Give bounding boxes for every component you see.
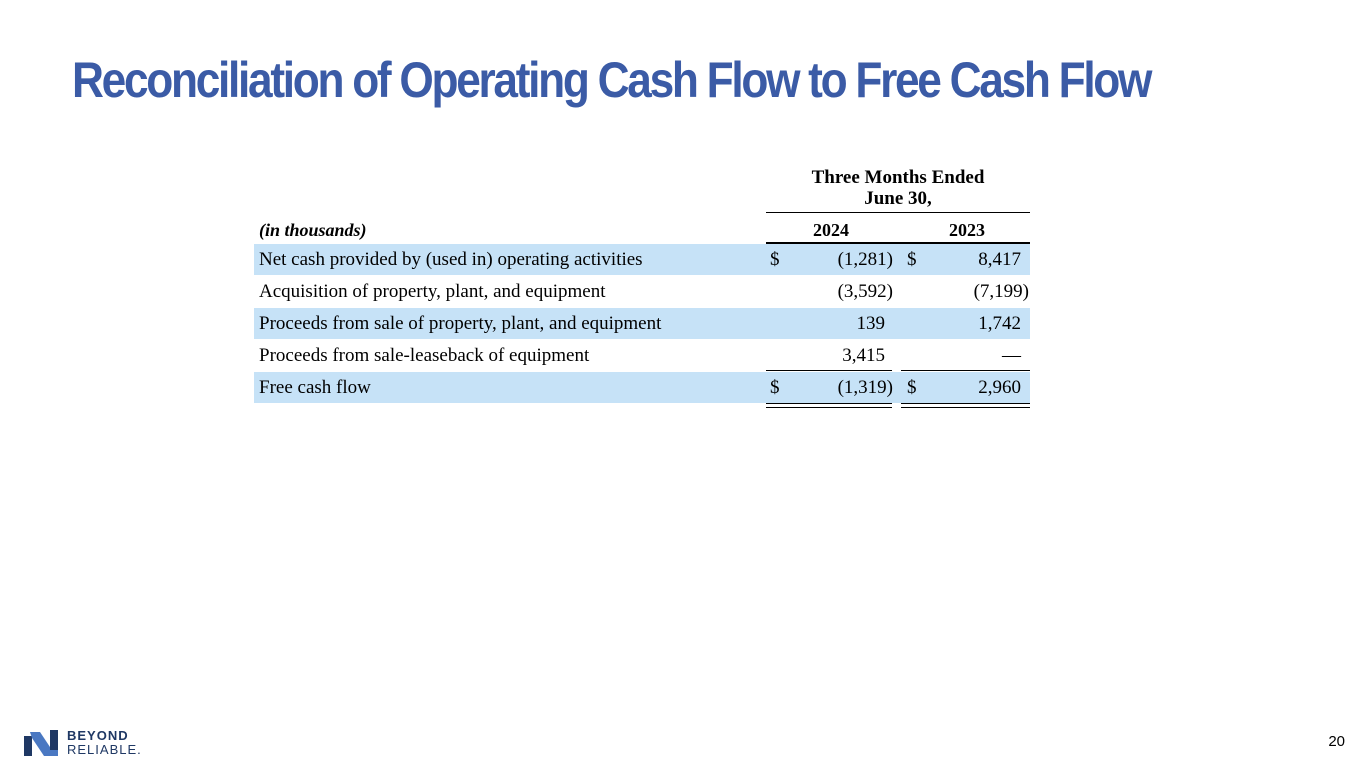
value-2023: 2,960 xyxy=(978,377,1021,398)
currency-symbol: $ xyxy=(907,377,917,398)
table-row: Acquisition of property, plant, and equi… xyxy=(254,276,1030,307)
page-title: Reconciliation of Operating Cash Flow to… xyxy=(72,52,1152,108)
period-header-line-1: Three Months Ended xyxy=(811,167,985,188)
units-label: (in thousands) xyxy=(259,220,367,240)
value-2023: (7,199) xyxy=(973,281,1029,302)
value-2023: — xyxy=(1002,345,1021,366)
year-header-2024: 2024 xyxy=(813,220,849,240)
row-label: Net cash provided by (used in) operating… xyxy=(259,249,643,270)
row-label: Acquisition of property, plant, and equi… xyxy=(259,281,606,302)
cash-flow-reconciliation-table: Three Months Ended June 30, (in thousand… xyxy=(254,165,1030,410)
table-row: Proceeds from sale-leaseback of equipmen… xyxy=(254,340,1030,371)
logo-line-1: BEYOND xyxy=(67,728,129,743)
total-double-rule-2023-bottom xyxy=(901,407,1030,408)
total-double-rule-2023-top xyxy=(901,403,1030,404)
table-row: Proceeds from sale of property, plant, a… xyxy=(254,308,1030,339)
currency-symbol: $ xyxy=(907,249,917,270)
row-label: Proceeds from sale of property, plant, a… xyxy=(259,313,662,334)
subtotal-rule-2024 xyxy=(766,370,892,371)
value-2024: (3,592) xyxy=(837,281,893,302)
total-double-rule-2024-bottom xyxy=(766,407,892,408)
year-header-2023: 2023 xyxy=(949,220,985,240)
company-logo: BEYOND RELIABLE. xyxy=(22,727,167,759)
value-2024: 139 xyxy=(856,313,886,334)
row-label: Free cash flow xyxy=(259,377,371,398)
total-double-rule-2024-top xyxy=(766,403,892,404)
table-row: Free cash flow $ (1,319) $ 2,960 xyxy=(254,372,1030,403)
logo-line-2: RELIABLE. xyxy=(67,742,142,757)
row-label: Proceeds from sale-leaseback of equipmen… xyxy=(259,345,590,366)
table-row: Net cash provided by (used in) operating… xyxy=(254,244,1030,275)
value-2023: 1,742 xyxy=(978,313,1021,334)
subtotal-rule-2023 xyxy=(901,370,1030,371)
currency-symbol: $ xyxy=(770,249,780,270)
value-2024: 3,415 xyxy=(842,345,885,366)
beyond-reliable-logo-mark-icon xyxy=(24,730,58,756)
column-header-rule xyxy=(766,242,1030,244)
period-header: Three Months Ended June 30, xyxy=(766,167,1030,209)
value-2024: (1,319) xyxy=(837,377,893,398)
value-2023: 8,417 xyxy=(978,249,1021,270)
period-header-line-2: June 30, xyxy=(864,188,932,209)
currency-symbol: $ xyxy=(770,377,780,398)
value-2024: (1,281) xyxy=(837,249,893,270)
period-header-rule xyxy=(766,212,1030,213)
page-number: 20 xyxy=(1328,733,1345,750)
